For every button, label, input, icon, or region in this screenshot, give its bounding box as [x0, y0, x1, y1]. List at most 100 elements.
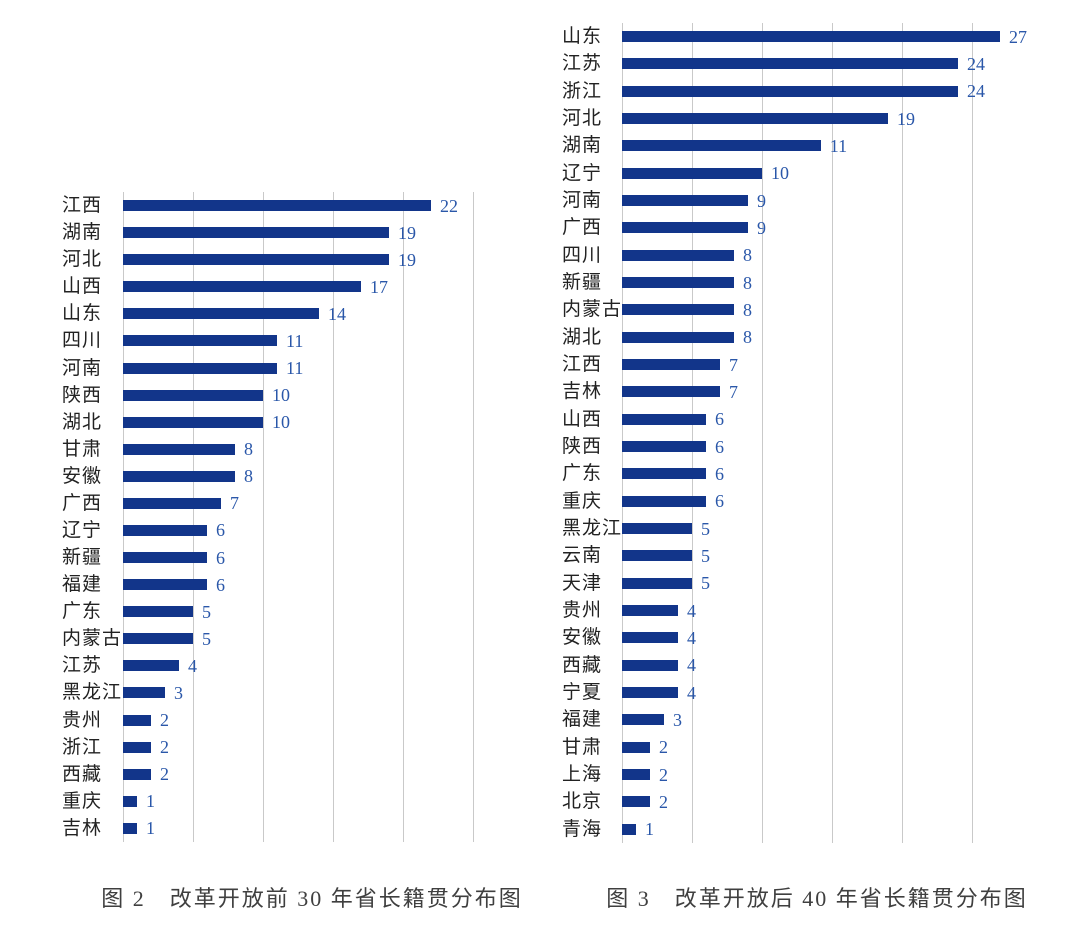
bar	[123, 443, 235, 455]
gridline	[972, 23, 973, 843]
bar-track: 24	[622, 50, 1042, 77]
category-label: 上海	[562, 764, 603, 786]
bar-track: 4	[622, 597, 1042, 624]
bar	[123, 497, 221, 509]
category-label: 辽宁	[62, 519, 103, 541]
category-label: 安徽	[562, 627, 603, 649]
bar-track: 3	[622, 706, 1042, 733]
gridline	[691, 23, 693, 843]
bar-track: 6	[622, 488, 1042, 515]
grid-layer	[123, 192, 474, 842]
value-label: 6	[216, 574, 225, 595]
value-label: 8	[743, 245, 752, 266]
category-label: 浙江	[62, 736, 103, 758]
chart-row: 上海 2	[562, 761, 1042, 788]
value-label: 9	[757, 190, 766, 211]
bar	[622, 359, 720, 371]
bar	[123, 741, 151, 753]
chart-row: 贵州 2	[62, 706, 473, 733]
chart-rows: 山东 27 江苏 24 浙江 24 河北 19 湖南 11 辽宁 10 河南 9 广西 9 四川 8 新疆 8 内蒙古 8…	[562, 23, 1042, 843]
gridline	[761, 23, 763, 843]
bar	[123, 524, 207, 536]
chart-row: 新疆 6	[62, 544, 473, 571]
category-label: 广西	[62, 492, 103, 514]
category-label: 山西	[62, 276, 103, 298]
chart-row: 吉林 1	[62, 815, 473, 842]
category-label: 福建	[562, 709, 603, 731]
bar-track: 4	[622, 652, 1042, 679]
bar-track: 8	[622, 242, 1042, 269]
value-label: 1	[645, 819, 654, 840]
value-label: 5	[700, 573, 710, 594]
bar	[123, 822, 137, 834]
category-label: 北京	[562, 791, 603, 813]
category-label: 陕西	[562, 436, 603, 458]
bar-track: 4	[123, 652, 473, 679]
bar-track: 8	[622, 296, 1042, 323]
bar	[622, 495, 706, 507]
bar	[123, 416, 263, 428]
bar	[622, 167, 762, 179]
bar-track: 27	[622, 23, 1042, 50]
value-label: 8	[743, 327, 752, 348]
category-label: 浙江	[562, 80, 603, 102]
value-label: 10	[272, 412, 290, 433]
value-label: 2	[659, 791, 668, 812]
bar-track: 3	[123, 679, 473, 706]
bar-track: 2	[622, 734, 1042, 761]
bar-track: 7	[123, 490, 473, 517]
bar-track: 11	[622, 132, 1042, 159]
gridline	[473, 192, 474, 842]
category-label: 宁夏	[562, 682, 603, 704]
bar	[622, 140, 821, 152]
bar-track: 8	[622, 269, 1042, 296]
category-label: 安徽	[62, 465, 103, 487]
bar-track: 2	[123, 761, 473, 788]
bar-track: 2	[123, 706, 473, 733]
chart-row: 甘肃 2	[562, 734, 1042, 761]
chart-rows: 江西 22 湖南 19 河北 19 山西 17 山东 14 四川 11 河南 11 陕西 10 湖北 10 甘肃 8 安…	[62, 192, 473, 842]
value-label: 8	[743, 299, 752, 320]
chart-row: 河北 19	[562, 105, 1042, 132]
bar	[622, 85, 958, 97]
bar	[622, 304, 734, 316]
bar	[123, 714, 151, 726]
category-label: 广西	[562, 217, 603, 239]
chart-row: 湖北 10	[62, 409, 473, 436]
value-label: 27	[1009, 26, 1027, 47]
bar	[622, 605, 678, 617]
chart-row: 吉林 7	[562, 378, 1042, 405]
bar	[123, 362, 277, 374]
value-label: 7	[729, 381, 738, 402]
value-label: 3	[673, 709, 682, 730]
value-label: 6	[715, 491, 724, 512]
bar-track: 1	[123, 815, 473, 842]
chart-row: 黑龙江 5	[562, 515, 1042, 542]
value-label: 2	[659, 737, 668, 758]
chart-row: 甘肃 8	[62, 436, 473, 463]
bar	[622, 222, 748, 234]
bar	[622, 714, 664, 726]
chart-row: 广西 7	[62, 490, 473, 517]
category-label: 甘肃	[562, 736, 603, 758]
bar-track: 6	[622, 433, 1042, 460]
value-label: 4	[687, 627, 696, 648]
bar	[622, 249, 734, 261]
bar	[123, 552, 207, 564]
bar-track: 8	[123, 436, 473, 463]
bar-track: 22	[123, 192, 473, 219]
bar	[123, 768, 151, 780]
bar-track: 9	[622, 187, 1042, 214]
chart-row: 山西 17	[62, 273, 473, 300]
gridline	[193, 192, 194, 842]
value-label: 5	[700, 518, 710, 539]
category-label: 新疆	[562, 272, 603, 294]
bar-track: 6	[123, 517, 473, 544]
value-label: 24	[967, 81, 985, 102]
bar	[622, 413, 706, 425]
chart-row: 江苏 4	[62, 652, 473, 679]
bar	[622, 386, 720, 398]
bar-track: 6	[123, 544, 473, 571]
bar-track: 19	[123, 246, 473, 273]
